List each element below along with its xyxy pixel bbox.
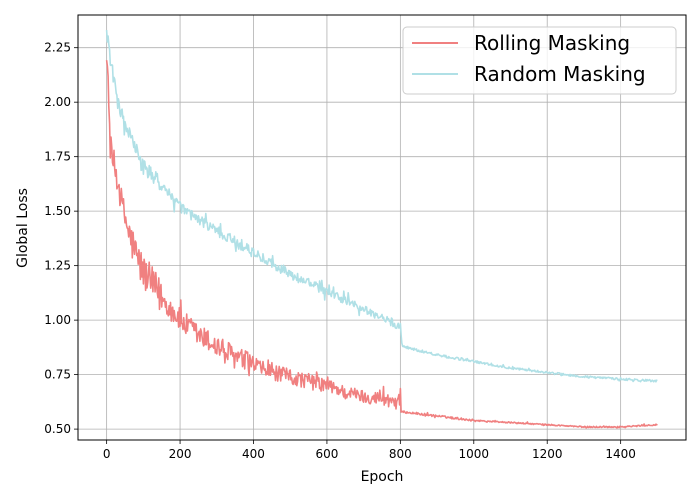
x-tick-label: 800 xyxy=(389,447,412,461)
y-tick-label: 1.25 xyxy=(44,259,71,273)
x-tick-label: 1200 xyxy=(532,447,563,461)
x-tick-label: 0 xyxy=(103,447,111,461)
y-tick-label: 2.25 xyxy=(44,41,71,55)
ticks: 0 200 400 600 800 1000 1200 1400 0.50 0.75 1.00 1.2… xyxy=(44,41,636,461)
x-tick-label: 1000 xyxy=(459,447,490,461)
y-tick-label: 2.00 xyxy=(44,95,71,109)
y-tick-label: 0.75 xyxy=(44,368,71,382)
legend-label-rolling-masking: Rolling Masking xyxy=(474,31,630,55)
series-layer xyxy=(105,30,658,429)
legend-label-random-masking: Random Masking xyxy=(474,62,646,86)
y-tick-label: 1.00 xyxy=(44,313,71,327)
series-line-random-masking xyxy=(105,30,658,383)
plot-frame xyxy=(77,14,687,441)
legend-box xyxy=(402,26,677,95)
x-tick-label: 200 xyxy=(169,447,192,461)
y-tick-label: 1.75 xyxy=(44,150,71,164)
x-tick-label: 600 xyxy=(315,447,338,461)
x-tick-label: 400 xyxy=(242,447,265,461)
x-tick-label: 1400 xyxy=(605,447,636,461)
y-axis-label: Global Loss xyxy=(15,188,31,268)
x-axis-label: Epoch xyxy=(361,469,404,485)
legend: Rolling Masking Random Masking xyxy=(402,26,677,95)
y-tick-label: 1.50 xyxy=(44,204,71,218)
series-line-rolling-masking xyxy=(105,60,658,429)
y-tick-label: 0.50 xyxy=(44,422,71,436)
